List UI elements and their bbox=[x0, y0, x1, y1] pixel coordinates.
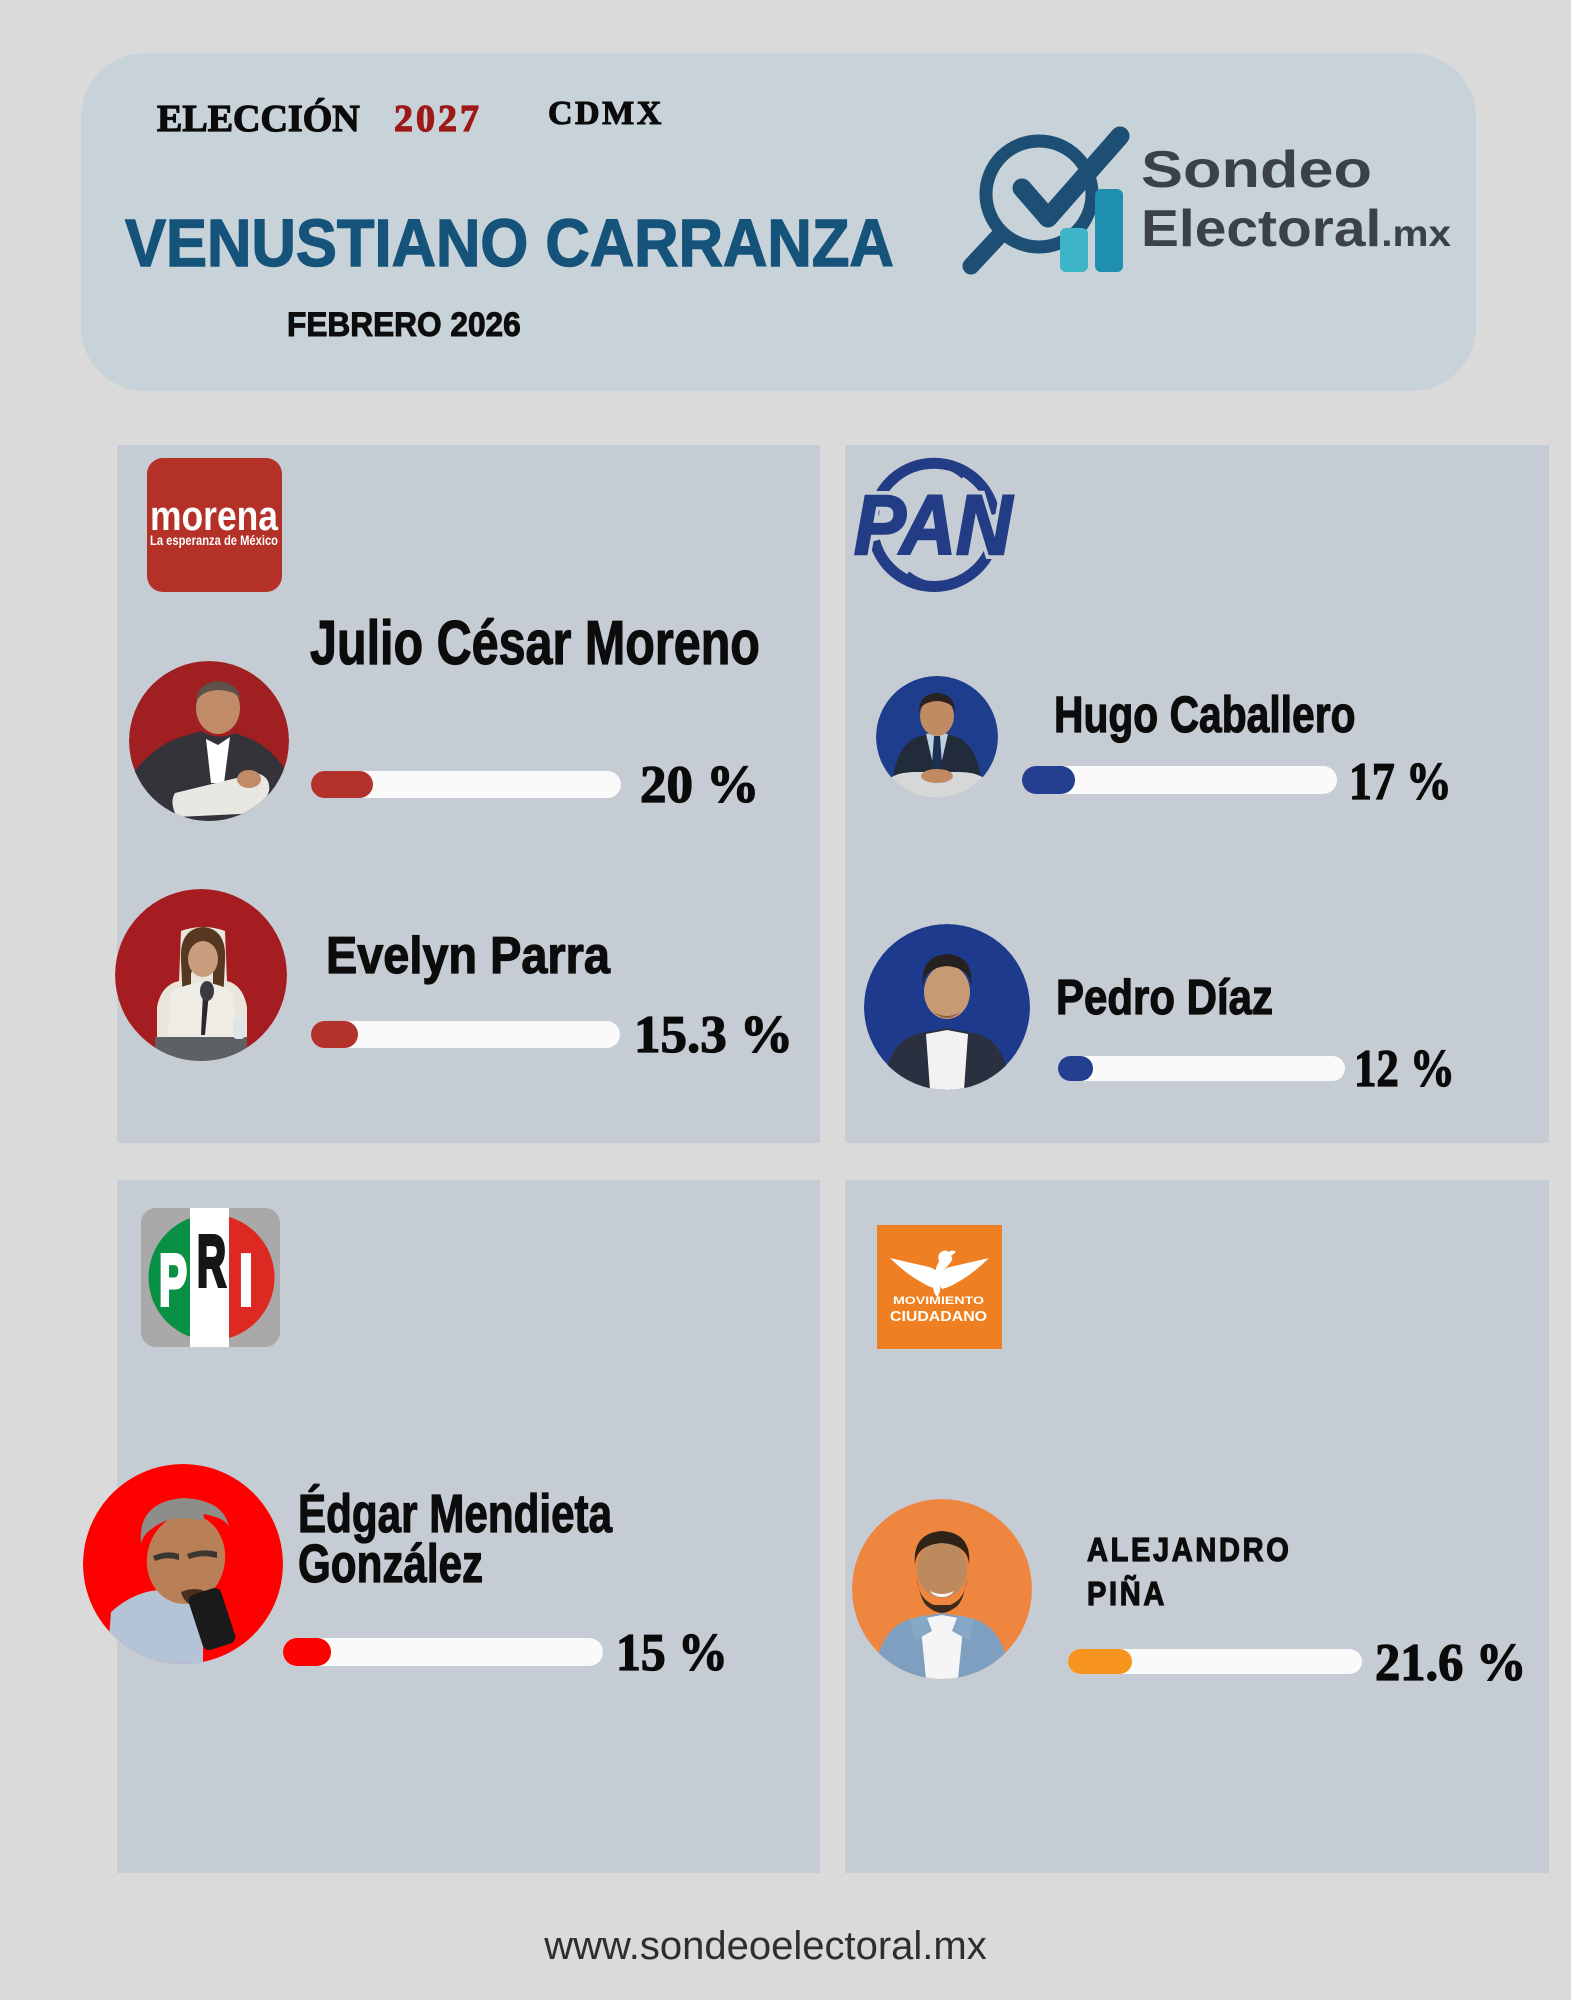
svg-text:CIUDADANO: CIUDADANO bbox=[890, 1309, 987, 1325]
svg-text:R: R bbox=[197, 1222, 226, 1302]
svg-text:P: P bbox=[159, 1241, 187, 1321]
svg-text:Sondeo: Sondeo bbox=[1141, 141, 1372, 199]
svg-text:Electoral.mx: Electoral .mx bbox=[1141, 200, 1451, 258]
svg-text:I: I bbox=[239, 1241, 253, 1321]
svg-text:PAN: PAN bbox=[854, 478, 1014, 572]
svg-text:MOVIMIENTO: MOVIMIENTO bbox=[893, 1295, 985, 1307]
svg-text:PAN: PAN bbox=[854, 478, 1014, 572]
svg-text:La esperanza de México: La esperanza de México bbox=[150, 532, 278, 548]
svg-text:morena: morena bbox=[150, 492, 279, 539]
